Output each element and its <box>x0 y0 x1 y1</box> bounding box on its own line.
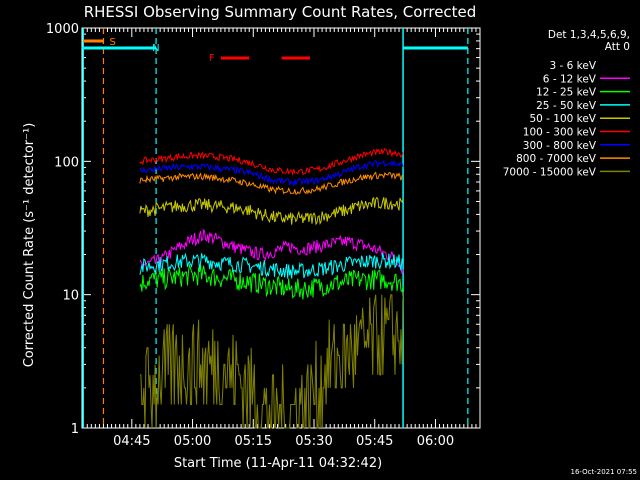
y-tick-label: 10 <box>62 289 79 304</box>
x-tick-label: 05:45 <box>356 434 393 449</box>
plot-area: 1 10 100 1000 04:45 05:00 05:15 05:30 05:45 06:00… <box>46 22 481 449</box>
x-tick-label: 04:45 <box>113 434 150 449</box>
attenuator-label: S <box>109 37 115 48</box>
night-label: N <box>152 43 159 54</box>
legend-header: Att 0 <box>605 41 630 53</box>
flare-label: F <box>209 53 215 64</box>
series-line-2 <box>139 263 404 300</box>
series-line-8 <box>139 291 404 429</box>
legend-header: Det 1,3,4,5,6,9, <box>548 29 630 41</box>
series-line-7 <box>139 171 404 195</box>
legend-label: 800 - 7000 keV <box>516 153 597 165</box>
footer-timestamp: 16-Oct-2021 07:55 <box>571 468 637 476</box>
legend-label: 100 - 300 keV <box>523 127 597 139</box>
legend-label: 3 - 6 keV <box>549 60 596 72</box>
plot-frame <box>81 27 481 429</box>
x-tick-label: 05:30 <box>295 434 332 449</box>
legend-label: 7000 - 15000 keV <box>503 166 597 178</box>
x-axis-label: Start Time (11-Apr-11 04:32:42) <box>174 456 382 471</box>
series-line-1 <box>139 229 404 275</box>
series-line-4 <box>139 196 404 226</box>
series-line-6 <box>139 159 404 188</box>
chart-title: RHESSI Observing Summary Count Rates, Co… <box>84 3 477 21</box>
y-tick-label: 100 <box>54 155 79 170</box>
y-axis-label: Corrected Count Rate (s⁻¹ detector⁻¹) <box>22 123 37 368</box>
legend-label: 300 - 800 keV <box>523 140 597 152</box>
series-line-3 <box>139 252 404 279</box>
y-tick-label: 1000 <box>46 22 79 37</box>
legend-label: 12 - 25 keV <box>536 87 597 99</box>
x-tick-label: 05:15 <box>235 434 272 449</box>
legend-label: 25 - 50 keV <box>536 100 597 112</box>
x-tick-label: 06:00 <box>417 434 454 449</box>
legend-label: 6 - 12 keV <box>543 73 597 85</box>
x-tick-label: 05:00 <box>174 434 211 449</box>
legend-label: 50 - 100 keV <box>529 113 596 125</box>
y-tick-label: 1 <box>71 422 79 437</box>
series-line-5 <box>139 147 404 177</box>
